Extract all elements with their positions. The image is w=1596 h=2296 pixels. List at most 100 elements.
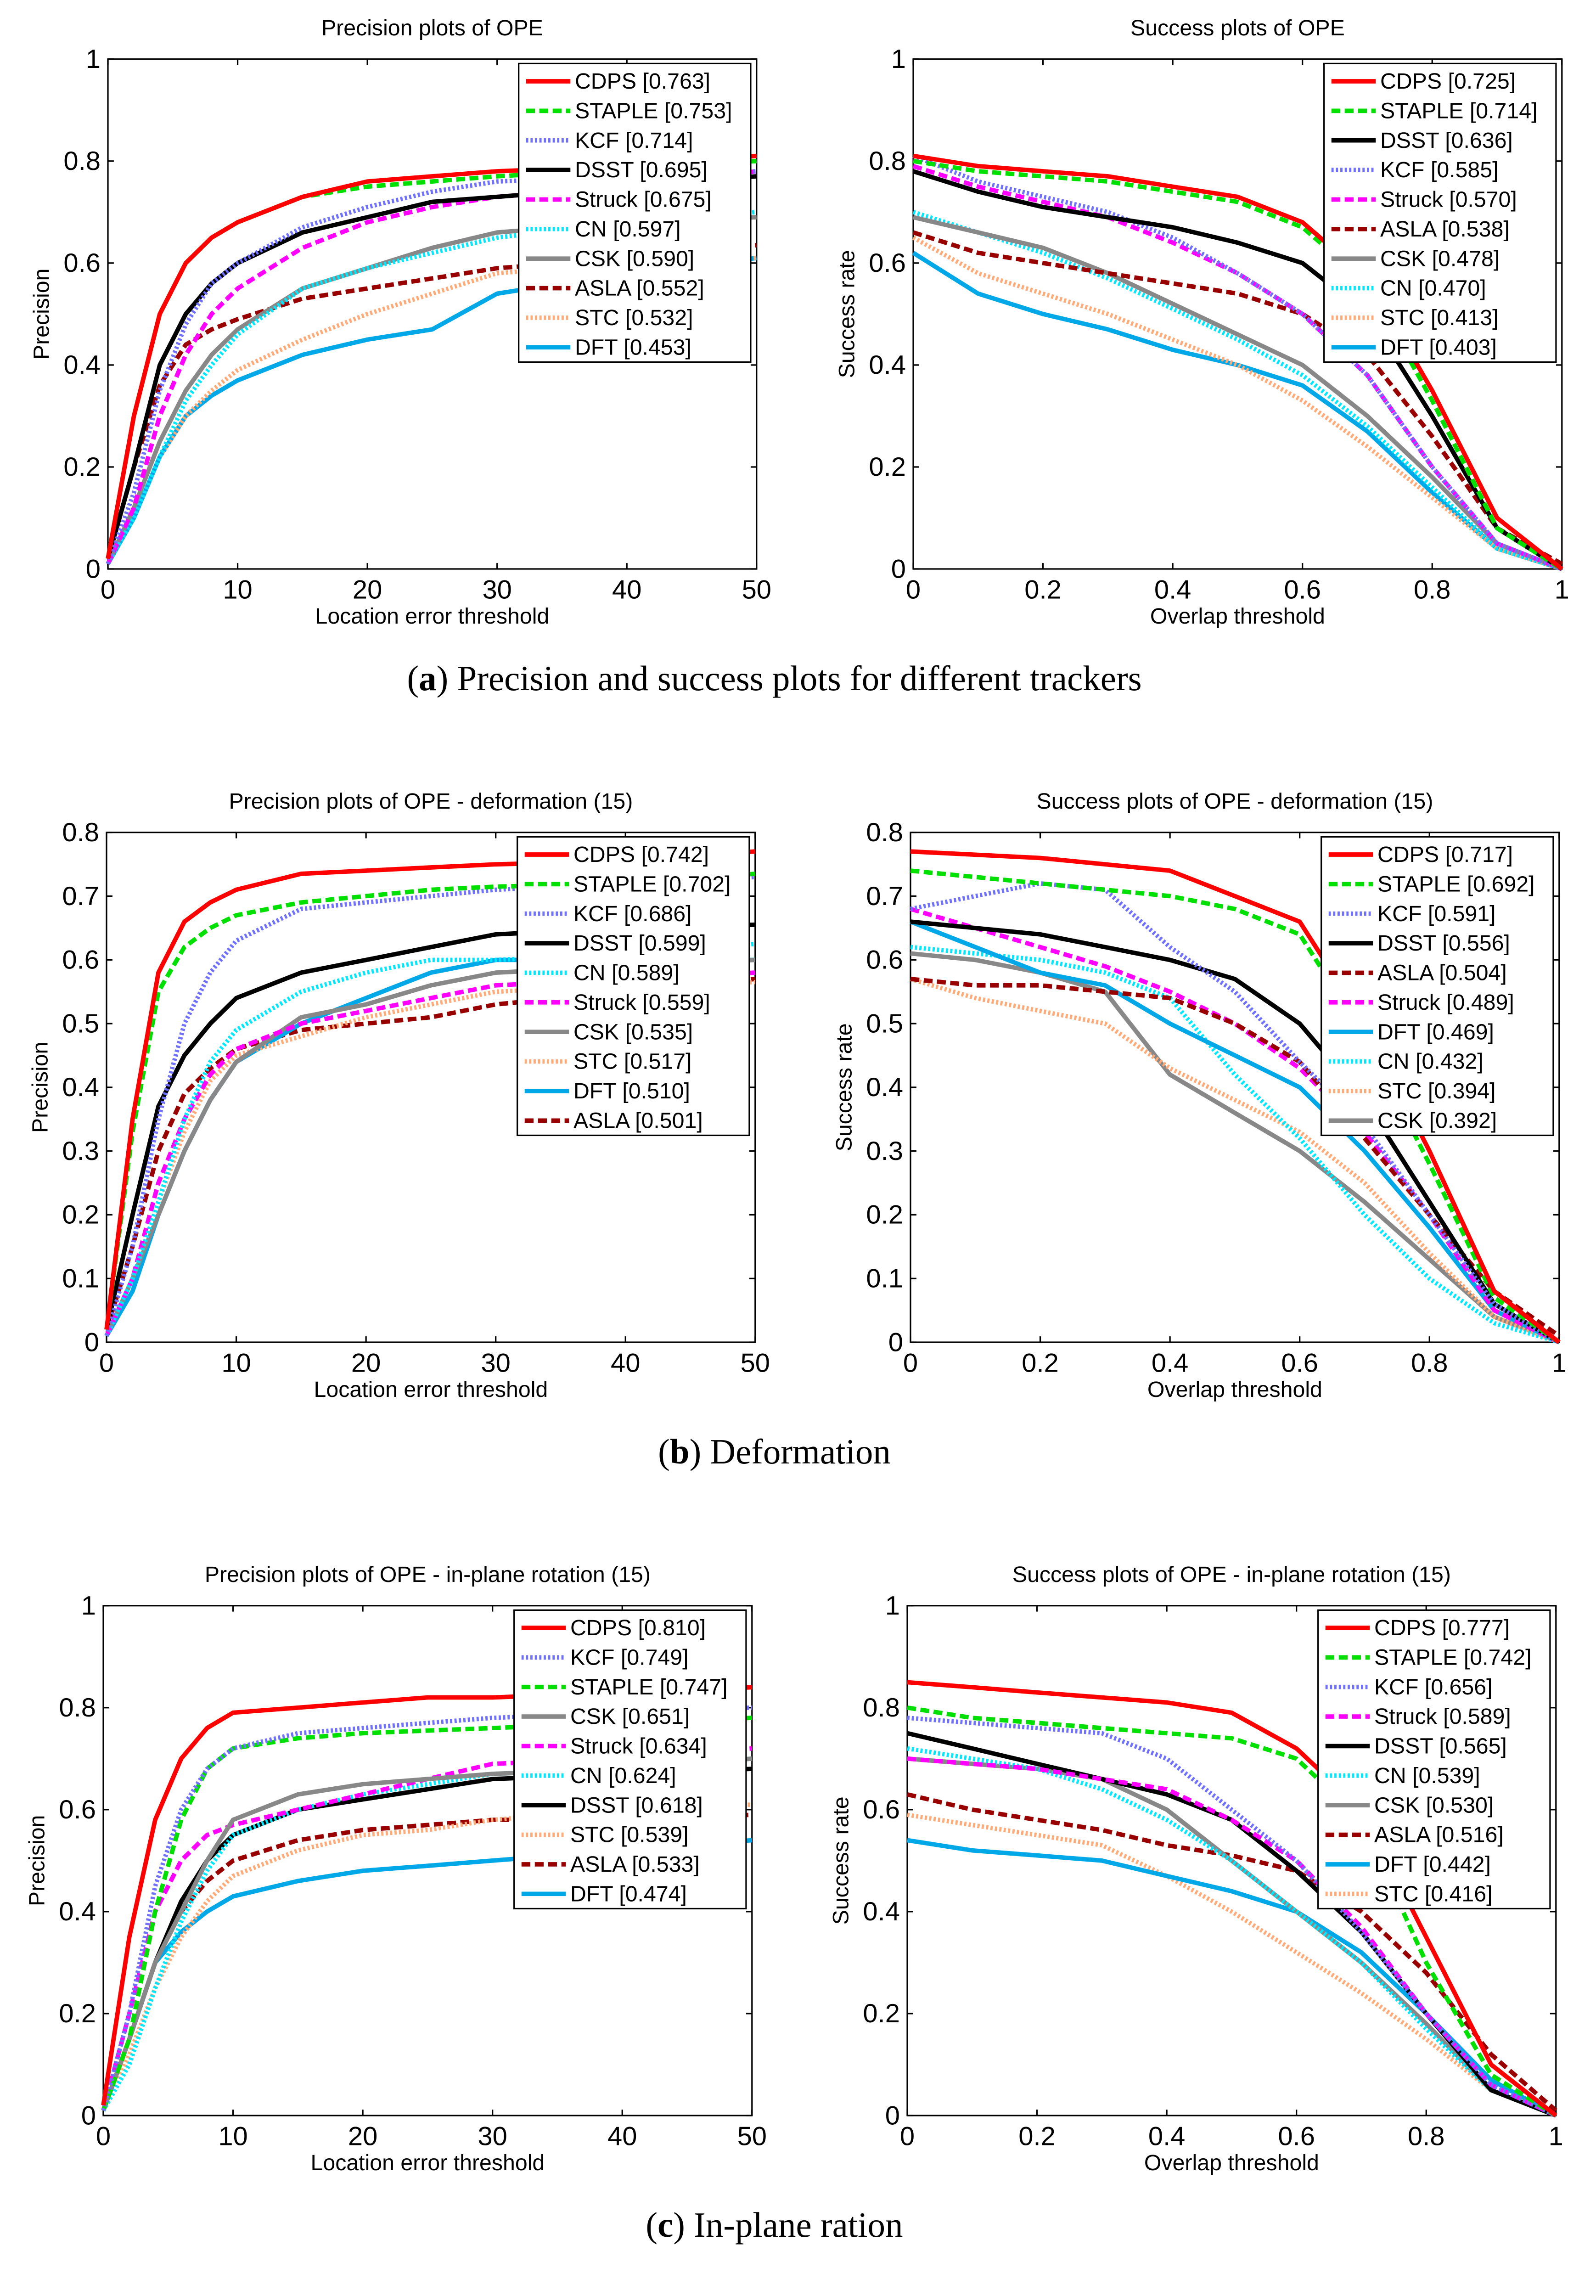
legend-entry: STC [0.517] — [573, 1049, 692, 1074]
legend-entry: STAPLE [0.692] — [1377, 872, 1535, 896]
legend-score: [0.675] — [644, 187, 712, 212]
legend-score: [0.516] — [1436, 1823, 1504, 1847]
x-tick-label: 0.8 — [1408, 2122, 1445, 2151]
y-axis-label: Success rate — [828, 1796, 853, 1925]
legend-entry: CSK [0.530] — [1374, 1793, 1494, 1818]
series-line-cn — [907, 1746, 1557, 2118]
legend-name: DSST — [573, 931, 638, 956]
y-tick-label: 0.2 — [62, 1200, 99, 1230]
x-axis-label: Overlap threshold — [1150, 604, 1325, 629]
legend-name: DSST — [1374, 1734, 1439, 1759]
x-tick-label: 50 — [741, 1348, 770, 1378]
y-axis-label: Precision — [28, 1042, 52, 1133]
legend-entry: STAPLE [0.747] — [570, 1675, 728, 1699]
series-line-struck — [106, 169, 757, 565]
legend-score: [0.470] — [1418, 276, 1486, 301]
series-line-staple — [910, 868, 1561, 1344]
legend-name: Struck — [575, 187, 644, 212]
legend-entry: ASLA [0.516] — [1374, 1823, 1504, 1847]
legend-score: [0.517] — [624, 1049, 692, 1074]
legend-score: [0.535] — [625, 1019, 693, 1044]
legend-entry: Struck [0.634] — [570, 1734, 707, 1759]
legend-entry: CDPS [0.725] — [1380, 69, 1516, 94]
y-axis-label: Success rate — [832, 1023, 856, 1151]
series-line-asla — [910, 977, 1561, 1338]
y-tick-label: 0.6 — [863, 1795, 900, 1824]
legend-box — [517, 836, 750, 1137]
legend-score: [0.413] — [1431, 305, 1499, 330]
y-tick-label: 0 — [891, 554, 906, 584]
y-tick-label: 0.2 — [869, 452, 906, 482]
legend-name: DFT — [570, 1881, 619, 1906]
legend-name: STC — [1380, 305, 1431, 330]
legend-name: Struck — [1380, 187, 1449, 212]
x-tick-label: 0.4 — [1154, 575, 1191, 604]
legend-name: CN — [1374, 1763, 1412, 1788]
y-axis-label: Success rate — [834, 250, 859, 378]
legend-name: DFT — [573, 1079, 622, 1103]
legend-entry: ASLA [0.504] — [1377, 961, 1507, 985]
caption-a: (a) Precision and success plots for diff… — [407, 658, 1142, 698]
y-tick-label: 1 — [86, 45, 101, 74]
legend-score: [0.634] — [639, 1734, 707, 1759]
legend-entry: CN [0.432] — [1377, 1049, 1484, 1074]
series-line-stc — [910, 977, 1560, 1345]
legend-name: CDPS — [570, 1615, 638, 1640]
series-group — [912, 153, 1563, 571]
legend-entry: KCF [0.656] — [1374, 1675, 1493, 1699]
chart-title: Success plots of OPE - in-plane rotation… — [1012, 1562, 1451, 1587]
legend-name: Struck — [573, 990, 642, 1015]
x-tick-label: 1 — [1555, 575, 1569, 604]
series-line-dft — [910, 919, 1560, 1345]
legend-score: [0.686] — [624, 901, 692, 926]
y-tick-label: 0.8 — [59, 1693, 96, 1722]
legend-score: [0.763] — [642, 69, 710, 94]
row-a: Precision plots of OPE 0 10 20 30 40 50 0 0.2 0.4… — [0, 0, 1596, 701]
legend-entry: CSK [0.535] — [573, 1019, 693, 1044]
legend-score: [0.589] — [1443, 1704, 1511, 1729]
legend-box — [1321, 836, 1554, 1137]
legend-name: CN — [1377, 1049, 1416, 1074]
chart-precision-ope: Precision plots of OPE 0 10 20 30 40 50 0 0.2 0.4… — [29, 16, 771, 629]
legend-name: DFT — [1374, 1852, 1423, 1877]
caption-b: (b) Deformation — [658, 1432, 891, 1471]
y-tick-label: 0.4 — [869, 350, 906, 380]
legend-entry: STC [0.539] — [570, 1823, 689, 1847]
x-axis-label: Overlap threshold — [1144, 2150, 1319, 2175]
legend-entry: CSK [0.392] — [1377, 1108, 1497, 1133]
legend-entry: STAPLE [0.753] — [575, 98, 732, 123]
x-tick-label: 0 — [903, 1348, 918, 1378]
legend-entry: DFT [0.453] — [575, 335, 691, 360]
y-tick-label: 0.6 — [62, 945, 99, 975]
legend-name: DFT — [1377, 1019, 1426, 1044]
x-axis-label: Location error threshold — [315, 604, 550, 629]
legend-name: DSST — [1377, 931, 1442, 956]
series-line-stc — [912, 236, 1563, 571]
legend-entry: ASLA [0.501] — [573, 1108, 703, 1133]
legend-name: STAPLE — [1377, 872, 1467, 896]
x-tick-label: 20 — [353, 575, 382, 604]
y-tick-label: 0.6 — [869, 248, 906, 278]
y-tick-label: 0.8 — [863, 1693, 900, 1722]
legend-entry: CDPS [0.717] — [1377, 842, 1513, 867]
legend-score: [0.624] — [608, 1763, 676, 1788]
legend-name: CDPS — [575, 69, 643, 94]
legend-name: DSST — [1380, 128, 1445, 153]
y-tick-label: 0.8 — [869, 146, 906, 176]
legend-name: CN — [570, 1763, 608, 1788]
legend-name: KCF — [1377, 901, 1428, 926]
y-tick-label: 1 — [891, 45, 906, 74]
chart-success-ope: Success plots of OPE 0 0.2 0.4 0.6 0.8 1 0 0.2 0.… — [834, 16, 1569, 629]
legend-score: [0.717] — [1445, 842, 1513, 867]
x-tick-label: 40 — [611, 1348, 640, 1378]
legend-box — [1323, 62, 1557, 363]
x-tick-label: 0.6 — [1278, 2122, 1315, 2151]
legend-score: [0.533] — [632, 1852, 700, 1877]
y-tick-label: 0.1 — [62, 1264, 99, 1294]
series-line-asla — [906, 1792, 1557, 2112]
legend-box — [513, 1609, 747, 1910]
legend-name: DFT — [1380, 335, 1429, 360]
legend-name: Struck — [1374, 1704, 1443, 1729]
x-tick-label: 1 — [1552, 1348, 1567, 1378]
legend-entry: CN [0.597] — [575, 217, 681, 242]
